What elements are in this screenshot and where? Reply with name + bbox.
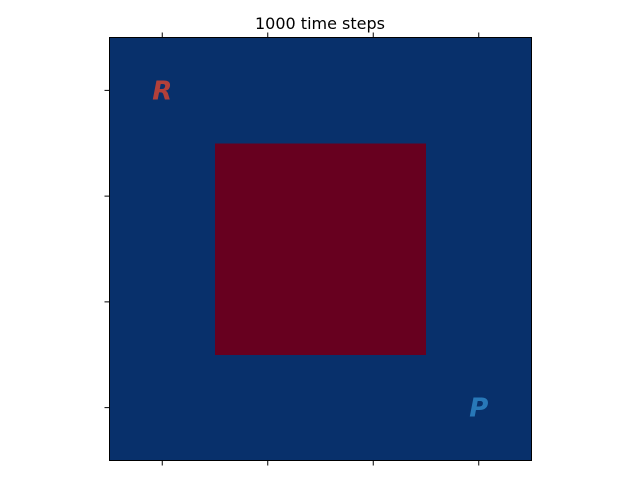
heatmap-cell — [109, 354, 216, 462]
heatmap-highlight-cell — [215, 143, 321, 249]
heatmap-cell — [320, 37, 427, 144]
heatmap-cell — [215, 249, 322, 356]
heatmap-cell — [426, 37, 533, 144]
heatmap-cell — [320, 249, 427, 356]
heatmap-cell — [320, 354, 427, 462]
heatmap-cell — [109, 143, 216, 250]
heatmap-cell — [426, 249, 533, 356]
heatmap-cell — [109, 37, 216, 144]
heatmap-cell — [426, 143, 533, 250]
heatmap-cell — [320, 143, 427, 250]
heatmap-cell — [426, 354, 533, 462]
axes-frame — [109, 37, 532, 461]
heatmap-cell — [215, 354, 322, 462]
heatmap-cell — [109, 249, 216, 356]
cell-annotation-p: P — [469, 394, 488, 424]
plot-area: RP — [104, 32, 533, 466]
heatmap-cell — [215, 37, 322, 144]
chart-title: 1000 time steps — [255, 14, 385, 33]
cell-annotation-r: R — [152, 76, 172, 106]
